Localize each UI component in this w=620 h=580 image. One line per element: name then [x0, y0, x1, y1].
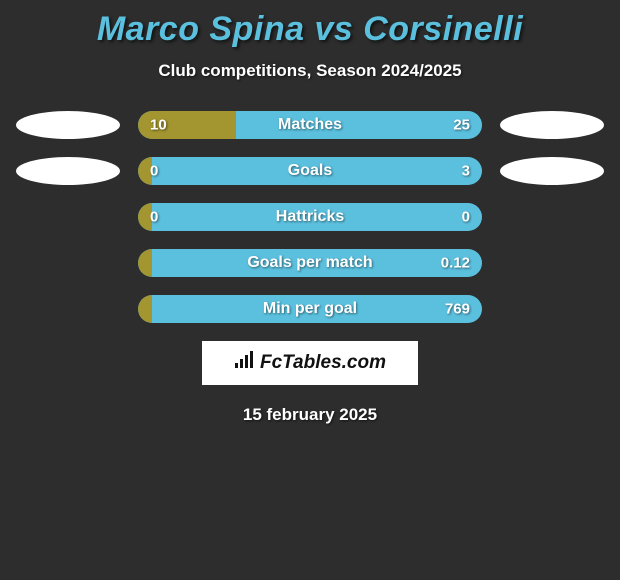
player-left-ellipse [16, 295, 120, 323]
stat-label: Goals [288, 162, 332, 180]
stat-right-value: 25 [453, 117, 470, 134]
stat-right-value: 769 [445, 301, 470, 318]
stat-bar: Min per goal 769 [138, 295, 482, 323]
player-left-ellipse [16, 249, 120, 277]
stat-bar: Goals per match 0.12 [138, 249, 482, 277]
player-left-ellipse [16, 203, 120, 231]
player-left-ellipse [16, 157, 120, 185]
bars-icon [234, 351, 256, 375]
stat-left-value: 0 [150, 163, 158, 180]
page-subtitle: Club competitions, Season 2024/2025 [0, 61, 620, 81]
stat-row: 0 Goals 3 [0, 157, 620, 185]
stat-right-value: 3 [462, 163, 470, 180]
player-right-ellipse [500, 295, 604, 323]
stat-label: Goals per match [247, 254, 372, 272]
stat-left-value: 10 [150, 117, 167, 134]
stat-row: 10 Matches 25 [0, 111, 620, 139]
stat-rows: 10 Matches 25 0 Goals 3 0 Hattricks 0 Goals per m… [0, 111, 620, 323]
stat-row: Min per goal 769 [0, 295, 620, 323]
comparison-infographic: Marco Spina vs Corsinelli Club competiti… [0, 0, 620, 425]
page-title: Marco Spina vs Corsinelli [0, 10, 620, 49]
player-right-ellipse [500, 203, 604, 231]
logo-text: FcTables.com [260, 352, 386, 374]
player-right-ellipse [500, 249, 604, 277]
stat-bar: 10 Matches 25 [138, 111, 482, 139]
stat-right-value: 0.12 [441, 255, 470, 272]
stat-label: Min per goal [263, 300, 357, 318]
stat-left-value: 0 [150, 209, 158, 226]
stat-bar: 0 Goals 3 [138, 157, 482, 185]
stat-label: Matches [278, 116, 342, 134]
logo: FcTables.com [234, 351, 386, 375]
player-right-ellipse [500, 157, 604, 185]
player-right-ellipse [500, 111, 604, 139]
logo-box: FcTables.com [202, 341, 418, 385]
stat-label: Hattricks [276, 208, 344, 226]
stat-row: 0 Hattricks 0 [0, 203, 620, 231]
stat-bar: 0 Hattricks 0 [138, 203, 482, 231]
player-left-ellipse [16, 111, 120, 139]
stat-bar-fill [138, 295, 152, 323]
stat-right-value: 0 [462, 209, 470, 226]
stat-bar-fill [138, 249, 152, 277]
date-text: 15 february 2025 [0, 405, 620, 425]
stat-row: Goals per match 0.12 [0, 249, 620, 277]
